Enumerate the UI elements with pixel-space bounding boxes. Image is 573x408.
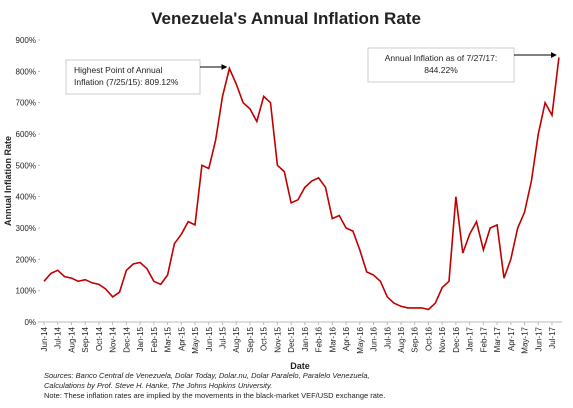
x-tick-label: Jul-16: [383, 326, 392, 348]
y-axis-title: Annual Inflation Rate: [3, 136, 13, 226]
annotation-text: Annual Inflation as of 7/27/17:: [385, 53, 497, 63]
y-tick-label: 300%: [16, 224, 36, 233]
y-tick-label: 400%: [16, 193, 36, 202]
x-tick-label: Feb-16: [315, 326, 324, 352]
x-tick-label: Dec-14: [122, 326, 131, 352]
x-tick-label: Nov-14: [109, 326, 118, 352]
y-tick-label: 900%: [16, 36, 36, 45]
x-tick-label: Oct-15: [260, 326, 269, 351]
x-axis-title: Date: [290, 361, 310, 371]
annotation-text: 844.22%: [424, 65, 458, 75]
y-tick-label: 100%: [16, 287, 36, 296]
x-tick-label: Aug-16: [397, 326, 406, 352]
x-tick-label: Apr-16: [342, 326, 351, 351]
x-tick-label: Nov-15: [273, 326, 282, 352]
x-tick-label: Mar-15: [164, 326, 173, 352]
x-tick-label: Dec-15: [287, 326, 296, 352]
annotation-text: Inflation (7/25/15): 809.12%: [74, 77, 179, 87]
x-tick-label: Mar-16: [328, 326, 337, 352]
chart-title: Venezuela's Annual Inflation Rate: [151, 9, 421, 28]
x-tick-label: Jun-17: [534, 326, 543, 351]
x-tick-label: Sep-15: [246, 326, 255, 352]
source-note: Note: These inflation rates are implied …: [44, 391, 385, 400]
x-tick-label: Feb-15: [150, 326, 159, 352]
y-tick-label: 600%: [16, 130, 36, 139]
y-tick-label: 200%: [16, 255, 36, 264]
x-tick-label: Jan-15: [136, 326, 145, 351]
x-tick-label: Jul-15: [218, 326, 227, 348]
x-tick-label: Apr-15: [177, 326, 186, 351]
x-tick-label: Jan-16: [301, 326, 310, 351]
y-tick-label: 500%: [16, 161, 36, 170]
x-tick-label: Jun-15: [205, 326, 214, 351]
x-tick-label: Jul-14: [54, 326, 63, 348]
y-tick-label: 700%: [16, 99, 36, 108]
x-tick-label: Jan-17: [466, 326, 475, 351]
x-tick-label: May-16: [356, 326, 365, 353]
x-tick-label: Feb-17: [479, 326, 488, 352]
x-tick-label: Jun-14: [40, 326, 49, 351]
annotation-box: [65, 59, 201, 95]
x-tick-label: Sep-14: [81, 326, 90, 352]
x-tick-label: May-15: [191, 326, 200, 353]
series-line: [43, 57, 560, 311]
x-tick-label: Mar-17: [493, 326, 502, 352]
x-tick-label: Oct-16: [424, 326, 433, 351]
x-tick-label: Aug-15: [232, 326, 241, 352]
source-note: Sources: Banco Central de Venezuela, Dol…: [44, 371, 370, 380]
x-tick-label: Nov-16: [438, 326, 447, 352]
x-tick-label: Oct-14: [95, 326, 104, 351]
x-tick-label: Apr-17: [507, 326, 516, 351]
x-tick-label: Jun-16: [370, 326, 379, 351]
x-tick-label: Aug-14: [67, 326, 76, 352]
annotation-text: Highest Point of Annual: [74, 65, 162, 75]
x-tick-label: Jul-17: [548, 326, 557, 348]
x-tick-label: Dec-16: [452, 326, 461, 352]
y-tick-label: 0%: [24, 318, 36, 327]
source-note: Calculations by Prof. Steve H. Hanke, Th…: [44, 381, 272, 390]
annotation-box: [367, 47, 515, 83]
y-tick-label: 800%: [16, 67, 36, 76]
x-tick-label: Sep-16: [411, 326, 420, 352]
x-tick-label: May-17: [521, 326, 530, 353]
